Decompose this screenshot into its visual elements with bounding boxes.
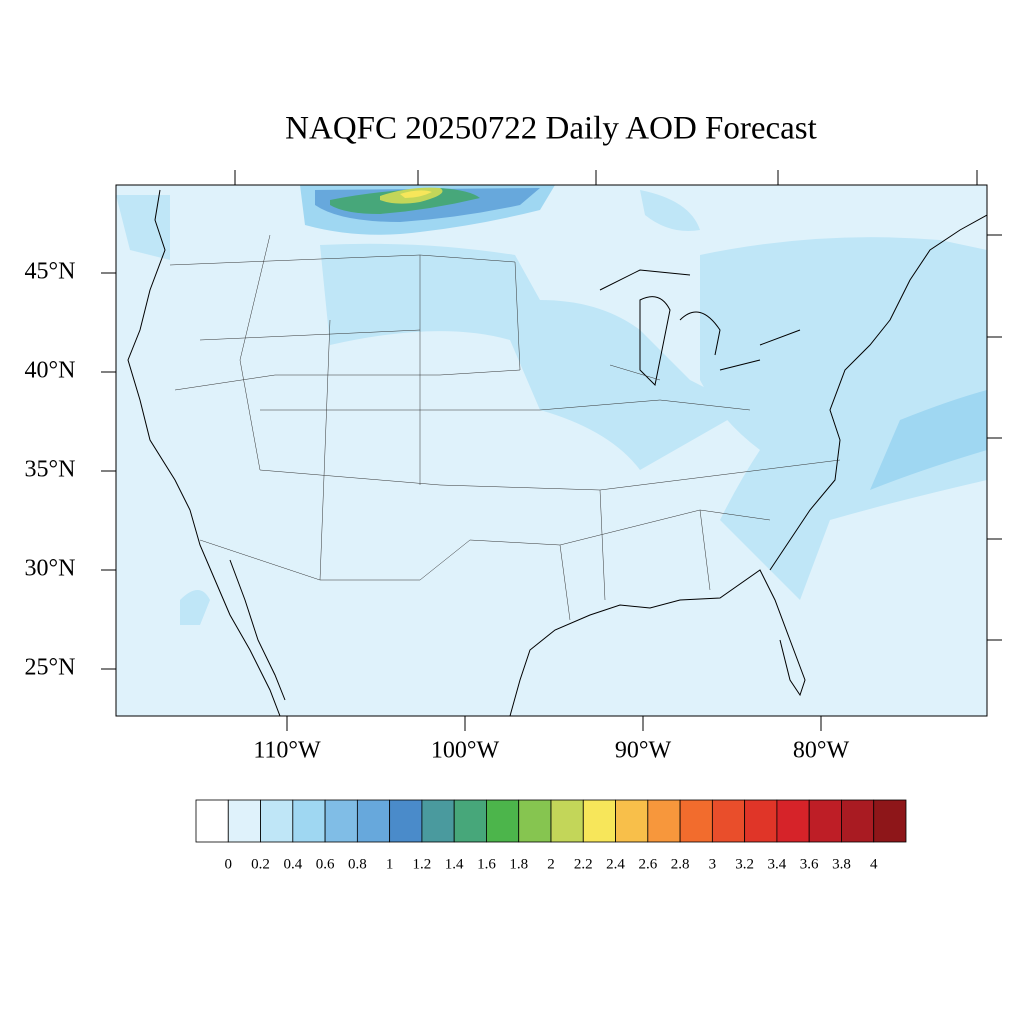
colorbar-box <box>421 799 455 843</box>
lon-tick-label: 90°W <box>615 738 672 764</box>
colorbar-label: 1.6 <box>477 856 496 872</box>
colorbar-box <box>679 799 713 843</box>
lon-tick-label: 110°W <box>253 738 321 764</box>
colorbar-box <box>647 799 681 843</box>
colorbar-label: 3.8 <box>832 856 851 872</box>
lat-tick-label: 45°N <box>25 259 76 285</box>
colorbar-box <box>744 799 778 843</box>
colorbar-label: 1.4 <box>445 856 464 872</box>
colorbar-label: 4 <box>870 856 878 872</box>
colorbar-box <box>518 799 552 843</box>
lon-tick-label: 80°W <box>793 738 850 764</box>
colorbar-box <box>582 799 616 843</box>
map-title: NAQFC 20250722 Daily AOD Forecast <box>285 111 817 147</box>
colorbar-box <box>776 799 810 843</box>
colorbar-box <box>453 799 487 843</box>
colorbar-box <box>841 799 875 843</box>
colorbar-label: 2 <box>547 856 555 872</box>
colorbar-box <box>292 799 326 843</box>
colorbar-label: 2.8 <box>671 856 690 872</box>
colorbar-label: 0.4 <box>283 856 302 872</box>
colorbar-label: 0.8 <box>348 856 367 872</box>
colorbar-box <box>873 799 907 843</box>
colorbar-box <box>356 799 391 843</box>
colorbar-label: 2.4 <box>606 856 625 872</box>
lat-tick-label: 25°N <box>25 655 76 681</box>
colorbar-label: 0.2 <box>251 856 270 872</box>
colorbar-label: 3 <box>709 856 717 872</box>
colorbar-label: 0.6 <box>316 856 335 872</box>
colorbar-label: 2.2 <box>574 856 593 872</box>
colorbar-box <box>195 799 229 843</box>
colorbar-box <box>260 799 294 843</box>
colorbar-box <box>227 799 261 843</box>
colorbar-box <box>389 799 423 843</box>
colorbar-box <box>324 799 358 843</box>
lon-tick-label: 100°W <box>431 738 500 764</box>
lat-tick-label: 40°N <box>25 358 76 384</box>
colorbar-label: 1.2 <box>413 856 432 872</box>
colorbar-label: 2.6 <box>638 856 657 872</box>
colorbar-box <box>486 799 520 843</box>
colorbar-label: 1 <box>386 856 394 872</box>
colorbar-box <box>550 799 584 843</box>
colorbar-box <box>808 799 842 843</box>
colorbar-label: 0 <box>225 856 233 872</box>
colorbar-label: 1.8 <box>509 856 528 872</box>
frame-ticks <box>234 170 1002 641</box>
map-field <box>116 185 987 716</box>
colorbar-label: 3.4 <box>768 856 787 872</box>
lat-tick-label: 35°N <box>25 457 76 483</box>
colorbar-label: 3.2 <box>735 856 754 872</box>
colorbar-box <box>711 799 746 843</box>
map-frame <box>115 184 988 717</box>
colorbar-label: 3.6 <box>800 856 819 872</box>
lat-tick-label: 30°N <box>25 556 76 582</box>
colorbar-box <box>615 799 649 843</box>
